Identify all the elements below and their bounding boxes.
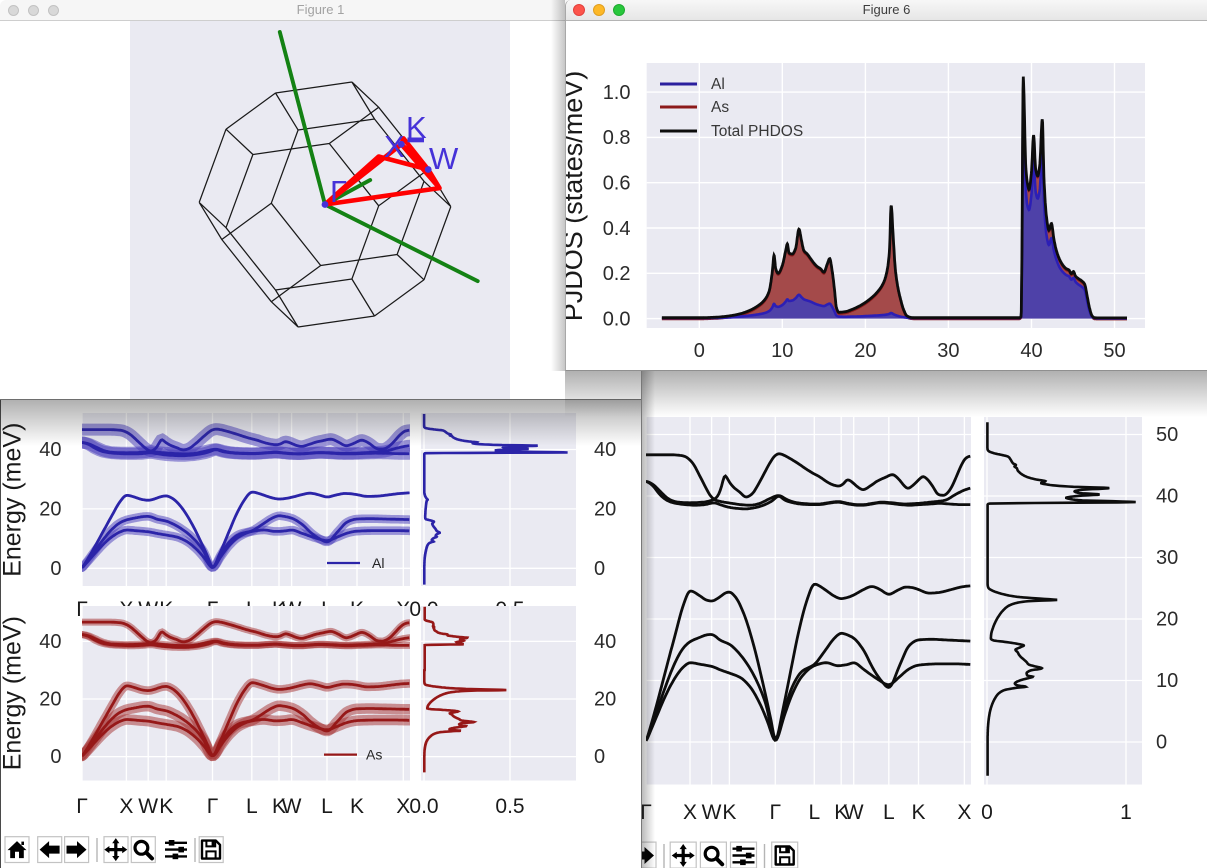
svg-text:Γ: Γ (330, 174, 347, 209)
svg-text:As: As (711, 99, 729, 116)
svg-text:20: 20 (39, 498, 61, 520)
svg-text:W: W (282, 795, 302, 818)
svg-text:X: X (683, 801, 697, 824)
svg-text:K: K (911, 801, 925, 824)
svg-text:40: 40 (594, 439, 616, 461)
svg-text:40: 40 (1020, 340, 1042, 362)
svg-text:0: 0 (694, 340, 705, 362)
svg-text:0.0: 0.0 (603, 308, 631, 330)
svg-text:K: K (406, 110, 427, 145)
svg-text:Al: Al (372, 555, 384, 571)
svg-text:Γ: Γ (207, 795, 219, 818)
svg-text:20: 20 (594, 498, 616, 520)
svg-text:L: L (321, 795, 333, 818)
svg-text:30: 30 (937, 340, 959, 362)
svg-text:0.5: 0.5 (495, 795, 524, 818)
svg-text:50: 50 (1156, 424, 1178, 446)
svg-text:1.0: 1.0 (603, 82, 631, 104)
svg-text:X: X (384, 129, 405, 164)
svg-text:W: W (138, 795, 158, 818)
svg-text:K: K (834, 801, 848, 824)
svg-text:Γ: Γ (770, 801, 782, 824)
svg-text:L: L (808, 801, 820, 824)
svg-text:X: X (119, 795, 133, 818)
svg-text:Energy (meV): Energy (meV) (0, 423, 26, 577)
svg-text:K: K (272, 795, 286, 818)
svg-text:0: 0 (1156, 732, 1167, 754)
svg-text:50: 50 (1103, 340, 1125, 362)
svg-text:K: K (159, 795, 173, 818)
svg-text:W: W (702, 801, 722, 824)
svg-text:Energy (meV): Energy (meV) (0, 616, 26, 770)
svg-text:0: 0 (50, 558, 61, 580)
svg-text:Γ: Γ (76, 795, 88, 818)
svg-text:0.6: 0.6 (603, 173, 631, 195)
svg-text:K: K (350, 795, 364, 818)
svg-text:X: X (957, 801, 971, 824)
svg-text:20: 20 (854, 340, 876, 362)
svg-text:10: 10 (771, 340, 793, 362)
svg-text:0.0: 0.0 (409, 795, 438, 818)
svg-text:20: 20 (39, 689, 61, 711)
svg-text:40: 40 (39, 631, 61, 653)
svg-text:PJDOS (states/meV): PJDOS (states/meV) (566, 71, 588, 322)
svg-text:L: L (883, 801, 895, 824)
svg-text:1: 1 (1120, 801, 1132, 824)
svg-text:40: 40 (39, 439, 61, 461)
svg-text:Γ: Γ (641, 801, 652, 824)
svg-text:L: L (246, 795, 258, 818)
svg-text:Total PHDOS: Total PHDOS (711, 123, 803, 140)
svg-text:40: 40 (1156, 486, 1178, 508)
svg-text:0: 0 (594, 558, 605, 580)
svg-text:X: X (396, 795, 410, 818)
svg-text:0.2: 0.2 (603, 263, 631, 285)
svg-text:W: W (429, 141, 459, 176)
svg-text:40: 40 (594, 631, 616, 653)
svg-text:20: 20 (1156, 609, 1178, 631)
svg-text:Al: Al (711, 76, 725, 93)
svg-text:0: 0 (50, 746, 61, 768)
svg-text:0: 0 (981, 801, 993, 824)
svg-text:20: 20 (594, 689, 616, 711)
svg-text:0: 0 (594, 746, 605, 768)
svg-text:0.4: 0.4 (603, 218, 631, 240)
svg-text:30: 30 (1156, 547, 1178, 569)
svg-text:0.8: 0.8 (603, 127, 631, 149)
svg-text:W: W (844, 801, 864, 824)
svg-text:K: K (722, 801, 736, 824)
svg-text:10: 10 (1156, 670, 1178, 692)
svg-text:As: As (366, 747, 382, 763)
